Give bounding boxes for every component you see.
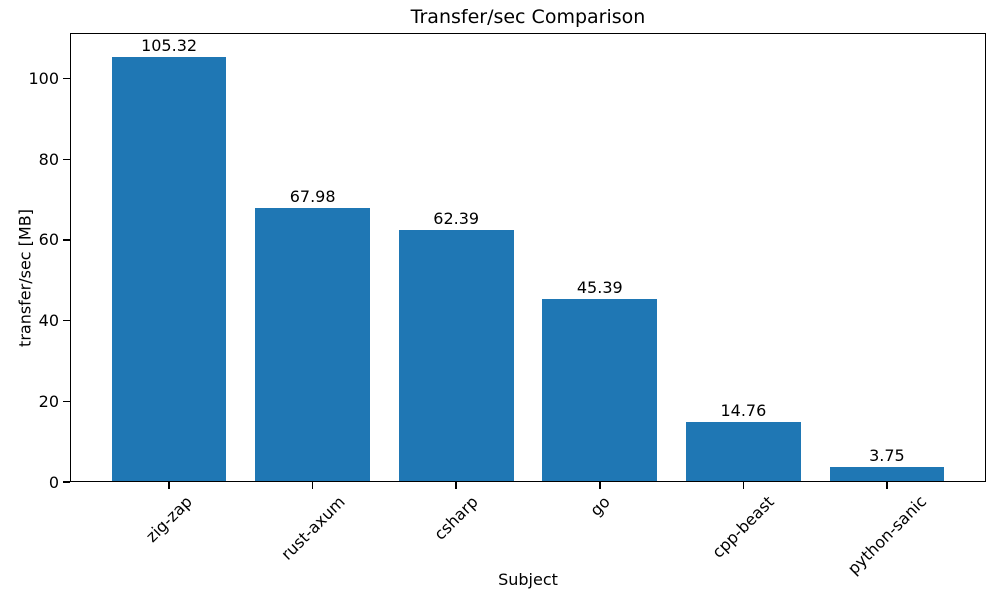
bar-value-label: 14.76 bbox=[720, 401, 767, 421]
y-tick-mark bbox=[63, 158, 70, 161]
bar-value-label: 45.39 bbox=[576, 277, 623, 297]
bar-value-label: 62.39 bbox=[433, 209, 480, 229]
y-tick-label: 100 bbox=[28, 69, 59, 89]
y-tick-label: 80 bbox=[38, 149, 59, 169]
x-tick-label: csharp bbox=[430, 492, 482, 544]
bar-cpp-beast bbox=[685, 422, 801, 482]
bar-python-sanic bbox=[829, 466, 945, 482]
x-tick-label: cpp-beast bbox=[708, 491, 779, 562]
y-tick-mark bbox=[63, 481, 70, 483]
x-tick-mark bbox=[311, 482, 314, 489]
bar-value-label: 3.75 bbox=[869, 445, 905, 465]
bar-go bbox=[542, 298, 658, 482]
x-tick-label: zig-zap bbox=[142, 491, 196, 546]
x-tick-mark bbox=[742, 482, 745, 489]
x-tick-mark bbox=[599, 482, 601, 489]
bar-zig-zap bbox=[111, 57, 227, 482]
x-tick-mark bbox=[886, 482, 888, 489]
x-axis-label: Subject bbox=[498, 570, 558, 589]
y-tick-mark bbox=[63, 400, 70, 403]
y-tick-label: 20 bbox=[38, 391, 59, 411]
y-tick-mark bbox=[63, 319, 70, 322]
y-tick-label: 0 bbox=[48, 472, 59, 492]
bar-csharp bbox=[398, 230, 514, 482]
x-tick-label: rust-axum bbox=[276, 491, 349, 564]
y-tick-label: 60 bbox=[38, 230, 59, 250]
x-tick-label: go bbox=[586, 492, 614, 520]
bar-value-label: 105.32 bbox=[141, 36, 198, 56]
y-tick-mark bbox=[63, 77, 70, 80]
y-tick-mark bbox=[63, 239, 70, 241]
y-tick-label: 40 bbox=[38, 311, 59, 331]
chart-title: Transfer/sec Comparison bbox=[410, 6, 646, 28]
x-tick-mark bbox=[168, 482, 170, 489]
bar-rust-axum bbox=[255, 207, 371, 482]
bar-value-label: 67.98 bbox=[289, 186, 336, 206]
x-tick-label: python-sanic bbox=[843, 491, 931, 579]
x-tick-mark bbox=[455, 482, 457, 489]
